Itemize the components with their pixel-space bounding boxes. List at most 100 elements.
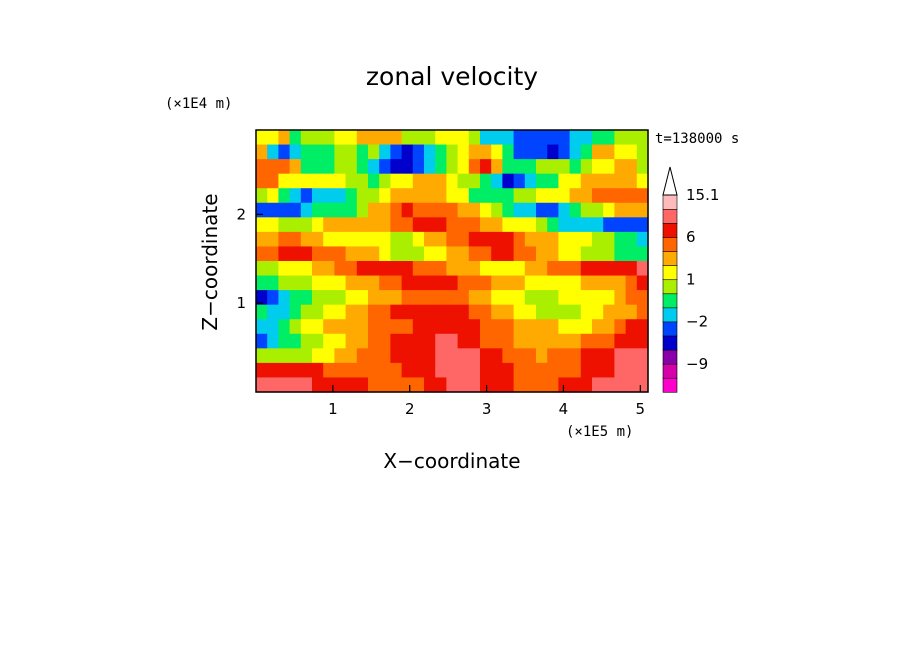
field-cell xyxy=(558,246,571,262)
field-cell xyxy=(424,348,436,364)
field-cell xyxy=(457,348,470,364)
field-cell xyxy=(323,261,335,277)
field-cell xyxy=(312,362,324,379)
field-cell xyxy=(614,348,627,364)
field-cell xyxy=(356,246,369,262)
field-cell xyxy=(480,144,492,160)
field-cell xyxy=(547,333,559,349)
field-cell xyxy=(547,202,559,218)
field-cell xyxy=(614,362,627,379)
field-cell xyxy=(323,217,335,233)
field-cell xyxy=(412,173,425,189)
field-cell xyxy=(536,173,548,189)
field-cell xyxy=(446,290,459,306)
field-cell xyxy=(491,377,503,393)
field-cell xyxy=(312,144,324,160)
colorbar-swatch xyxy=(662,335,678,351)
field-cell xyxy=(345,362,358,379)
field-cell xyxy=(547,348,559,364)
field-cell xyxy=(334,173,347,189)
field-cell xyxy=(300,246,313,262)
field-cell xyxy=(256,333,268,349)
field-cell xyxy=(592,144,604,160)
field-cell xyxy=(267,290,279,306)
field-cell xyxy=(300,173,313,189)
field-cell xyxy=(412,130,425,146)
field-cell xyxy=(390,333,403,349)
field-cell xyxy=(356,188,369,204)
field-cell xyxy=(569,304,582,320)
field-cell xyxy=(379,377,391,393)
field-cell xyxy=(491,246,503,262)
field-cell xyxy=(592,304,604,320)
field-cell xyxy=(513,348,526,364)
plot-frame xyxy=(255,129,649,393)
field-cell xyxy=(435,188,447,204)
field-cell xyxy=(323,304,335,320)
field-cell xyxy=(457,362,470,379)
field-cell xyxy=(468,231,481,248)
field-cell xyxy=(513,290,526,306)
colorbar-extend-arrow xyxy=(662,166,678,196)
field-cell xyxy=(592,290,604,306)
field-cell xyxy=(491,362,503,379)
field-cell xyxy=(356,348,369,364)
x-tick-label: 3 xyxy=(482,400,492,418)
field-cell xyxy=(513,246,526,262)
chart-title: zonal velocity xyxy=(366,62,538,91)
field-cell xyxy=(491,159,503,175)
field-cell xyxy=(513,231,526,248)
colorbar-label: −9 xyxy=(686,355,708,373)
field-cell xyxy=(558,173,571,189)
field-cell xyxy=(468,377,481,393)
field-cell xyxy=(468,304,481,320)
field-cell xyxy=(390,246,403,262)
field-cell xyxy=(536,304,548,320)
field-cell xyxy=(345,173,358,189)
field-cell xyxy=(457,217,470,233)
field-cell xyxy=(547,319,559,335)
field-cell xyxy=(300,231,313,248)
field-cell xyxy=(412,362,425,379)
field-cell xyxy=(300,333,313,349)
field-cell xyxy=(379,130,391,146)
field-cell xyxy=(457,130,470,146)
field-cell xyxy=(502,202,515,218)
field-cell xyxy=(401,290,414,306)
field-cell xyxy=(267,202,279,218)
field-cell xyxy=(278,319,291,335)
field-cell xyxy=(345,217,358,233)
field-cell xyxy=(547,377,559,393)
field-cell xyxy=(524,130,537,146)
field-cell xyxy=(569,188,582,204)
field-cell xyxy=(580,188,593,204)
field-cell xyxy=(614,261,627,277)
field-cell xyxy=(547,275,559,291)
field-cell xyxy=(524,144,537,160)
field-cell xyxy=(502,261,515,277)
field-cell xyxy=(267,275,279,291)
field-cell xyxy=(491,202,503,218)
field-cell xyxy=(524,377,537,393)
field-cell xyxy=(625,217,638,233)
field-cell xyxy=(592,217,604,233)
field-cell xyxy=(323,377,335,393)
field-cell xyxy=(267,231,279,248)
field-cell xyxy=(446,362,459,379)
field-cell xyxy=(300,290,313,306)
field-cell xyxy=(412,159,425,175)
field-cell xyxy=(569,290,582,306)
field-cell xyxy=(289,362,302,379)
field-cell xyxy=(334,159,347,175)
colorbar-swatch xyxy=(662,236,678,252)
field-cell xyxy=(356,231,369,248)
field-cell xyxy=(636,275,649,291)
field-cell xyxy=(334,217,347,233)
field-cell xyxy=(603,348,615,364)
field-cell xyxy=(547,144,559,160)
field-cell xyxy=(356,217,369,233)
field-cell xyxy=(524,319,537,335)
field-cell xyxy=(614,231,627,248)
field-cell xyxy=(368,231,380,248)
field-cell xyxy=(379,290,391,306)
